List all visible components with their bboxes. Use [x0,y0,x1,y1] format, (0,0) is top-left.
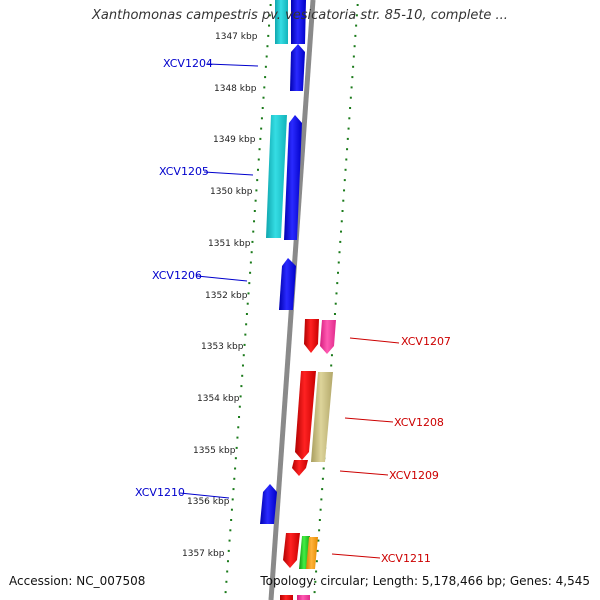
leader-line [349,337,400,344]
gene-xcv1211-orange [306,537,318,569]
gene-cyan-top [275,0,288,44]
leader-line [179,492,230,499]
kbp-labels: 1347 kbp 1348 kbp 1349 kbp 1350 kbp 1351… [182,32,258,559]
map-title: Xanthomonas campestris pv. vesicatoria s… [92,8,508,23]
gene-xcv1210 [260,484,277,524]
gene-label-xcv1209[interactable]: XCV1209 [389,469,439,482]
leader-line [339,470,389,476]
gene-xcv1207-red [304,319,319,353]
kbp-label: 1350 kbp [210,187,253,197]
gene-xcv1208-red [295,371,316,460]
gene-label-xcv1206[interactable]: XCV1206 [152,269,202,282]
gene-label-xcv1208[interactable]: XCV1208 [394,416,444,429]
accession-text: Accession: NC_007508 [9,574,146,588]
gene-bottom-red [280,595,293,600]
kbp-label: 1355 kbp [193,446,236,456]
kbp-label: 1349 kbp [213,135,256,145]
gene-label-xcv1204[interactable]: XCV1204 [163,57,213,70]
gene-xcv1208-tan [311,372,333,462]
gene-label-xcv1210[interactable]: XCV1210 [135,486,185,499]
gene-xcv1206 [279,258,296,310]
gene-xcv1207-pink [320,320,336,354]
kbp-label: 1356 kbp [187,497,230,507]
gene-cyan-1205 [266,115,287,238]
kbp-label: 1348 kbp [214,84,257,94]
gene-label-xcv1211[interactable]: XCV1211 [381,552,431,565]
leader-line [331,553,381,559]
gene-xcv1211-red [283,533,300,568]
reverse-gene-labels: XCV1207 XCV1208 XCV1209 XCV1211 [331,335,451,565]
kbp-label: 1347 kbp [215,32,258,42]
gene-label-xcv1205[interactable]: XCV1205 [159,165,209,178]
genes [260,0,336,600]
leader-line [207,63,259,67]
kbp-label: 1352 kbp [205,291,248,301]
gene-xcv1204 [290,44,305,91]
kbp-label: 1357 kbp [182,549,225,559]
gene-label-xcv1207[interactable]: XCV1207 [401,335,451,348]
leader-line [203,171,254,176]
summary-text: Topology: circular; Length: 5,178,466 bp… [260,574,590,588]
kbp-label: 1354 kbp [197,394,240,404]
gene-bottom-pink [297,595,310,600]
leader-line [344,417,394,423]
gene-xcv1205 [284,115,302,240]
gene-blue-top [291,0,306,44]
leader-line [196,275,248,282]
kbp-label: 1351 kbp [208,239,251,249]
forward-gene-labels: XCV1204 XCV1205 XCV1206 XCV1210 [135,57,259,499]
kbp-label: 1353 kbp [201,342,244,352]
gene-xcv1209 [292,460,308,476]
